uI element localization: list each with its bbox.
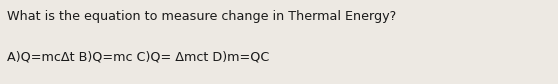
Text: A)Q=mcΔt B)Q=mc C)Q= Δmct D)m=QC: A)Q=mcΔt B)Q=mc C)Q= Δmct D)m=QC [7,50,270,63]
Text: What is the equation to measure change in Thermal Energy?: What is the equation to measure change i… [7,10,397,23]
